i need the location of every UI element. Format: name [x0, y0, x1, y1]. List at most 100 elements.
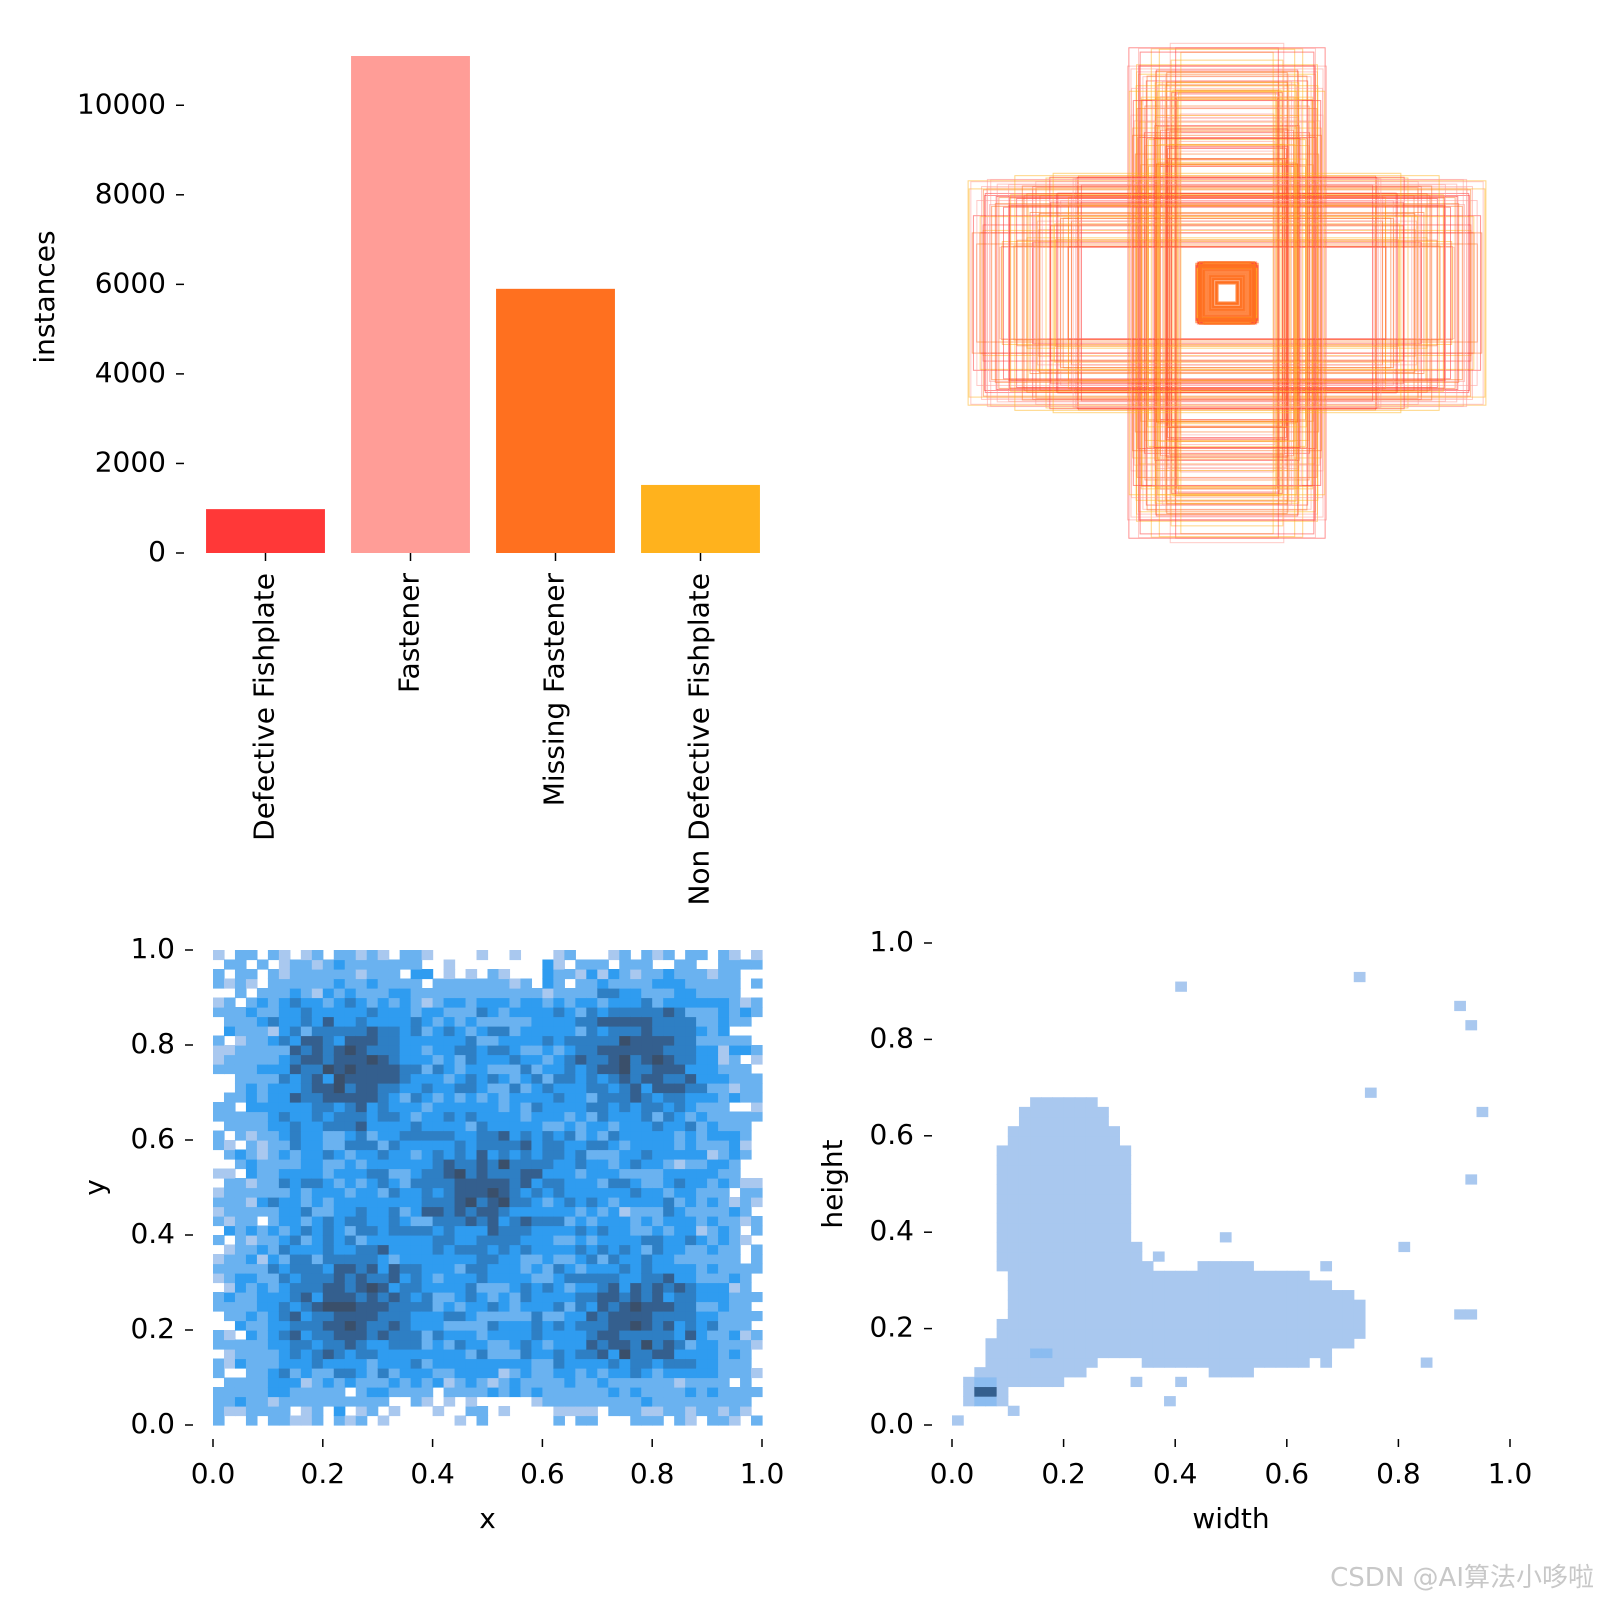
heatmap-cell — [685, 1187, 697, 1198]
heatmap-cell — [432, 1320, 445, 1331]
heatmap-cell — [531, 1102, 543, 1113]
heatmap-cell — [366, 1073, 379, 1084]
heatmap-cell — [223, 1273, 236, 1284]
heatmap-cell — [1007, 1145, 1020, 1156]
heatmap-cell — [575, 1092, 587, 1103]
heatmap-cell — [1119, 1309, 1132, 1320]
heatmap-cell — [300, 1235, 313, 1246]
heatmap-cell — [696, 1368, 708, 1379]
bounding-box — [1027, 204, 1427, 382]
heatmap-cell — [278, 1092, 291, 1103]
heatmap-cell — [267, 1387, 280, 1398]
heatmap-cell — [267, 1415, 280, 1426]
heatmap-cell — [432, 1016, 445, 1027]
heatmap-cell — [333, 1111, 346, 1122]
heatmap-cell — [1320, 1347, 1333, 1359]
heatmap-cell — [575, 1415, 587, 1426]
heatmap-cell — [652, 1130, 664, 1141]
heatmap-cell — [707, 1016, 719, 1027]
heatmap-cell — [1186, 1328, 1199, 1339]
heatmap-cell — [432, 1083, 445, 1094]
heatmap-cell — [685, 997, 697, 1008]
heatmap-cell — [388, 1121, 401, 1132]
heatmap-cell — [641, 1282, 653, 1293]
heatmap-cell — [1063, 1357, 1076, 1368]
heatmap-cell — [487, 1282, 500, 1293]
heatmap-cell — [487, 1073, 500, 1084]
heatmap-cell — [1286, 1318, 1299, 1330]
heatmap-cell — [597, 969, 609, 980]
heatmap-cell — [1119, 1222, 1132, 1233]
heatmap-cell — [399, 1054, 412, 1065]
heatmap-cell — [619, 1358, 631, 1369]
heatmap-cell — [1353, 1318, 1366, 1330]
heatmap-cell — [388, 1320, 401, 1331]
heatmap-cell — [300, 1206, 313, 1217]
heatmap-cell — [553, 1045, 565, 1056]
heatmap-cell — [311, 1349, 324, 1360]
heatmap-cell — [344, 1016, 357, 1027]
heatmap-cell — [531, 1301, 543, 1312]
heatmap-cell — [685, 1159, 697, 1170]
heatmap-cell — [399, 1130, 412, 1141]
heatmap-cell — [685, 1035, 697, 1046]
heatmap-cell — [1164, 1347, 1176, 1359]
heatmap-cell — [1085, 1184, 1098, 1195]
heatmap-cell — [267, 1396, 280, 1407]
heatmap-cell — [487, 1368, 500, 1379]
heatmap-cell — [685, 1149, 697, 1160]
heatmap-cell — [597, 1111, 609, 1122]
heatmap-cell — [278, 1254, 291, 1265]
heatmap-cell — [344, 1282, 357, 1293]
heatmap-cell — [1141, 1309, 1154, 1320]
heatmap-cell — [213, 1102, 225, 1113]
heatmap-cell — [311, 1035, 324, 1046]
heatmap-cell — [1320, 1299, 1333, 1310]
heatmap-cell — [410, 1320, 423, 1331]
heatmap-cell — [278, 1111, 291, 1122]
heatmap-cell — [1219, 1318, 1232, 1330]
heatmap-cell — [553, 1225, 565, 1236]
heatmap-cell — [1007, 1212, 1020, 1224]
bounding-box — [1204, 270, 1250, 316]
heatmap-cell — [520, 1187, 533, 1198]
heatmap-cell — [344, 1206, 357, 1217]
y-tick-label: 0.0 — [869, 1407, 914, 1440]
heatmap-cell — [1264, 1318, 1277, 1330]
heatmap-cell — [289, 1206, 302, 1217]
heatmap-cell — [597, 1225, 609, 1236]
heatmap-cell — [289, 1330, 302, 1341]
heatmap-cell — [278, 1358, 291, 1369]
heatmap-cell — [377, 1121, 390, 1132]
heatmap-cell — [300, 1292, 313, 1303]
heatmap-cell — [963, 1376, 975, 1388]
heatmap-cell — [542, 1026, 554, 1037]
heatmap-cell — [421, 1064, 434, 1075]
heatmap-cell — [432, 1007, 445, 1018]
bounding-box — [1212, 278, 1242, 308]
heatmap-cell — [300, 1244, 313, 1255]
heatmap-cell — [476, 1320, 489, 1331]
heatmap-cell — [443, 1026, 456, 1037]
heatmap-cell — [509, 1330, 522, 1341]
heatmap-cell — [1085, 1116, 1098, 1127]
heatmap-cell — [256, 1168, 269, 1179]
heatmap-cell — [1097, 1232, 1109, 1243]
heatmap-cell — [399, 1026, 412, 1037]
heatmap-cell — [1342, 1338, 1355, 1349]
heatmap-cell — [234, 978, 247, 989]
heatmap-cell — [399, 1140, 412, 1151]
heatmap-cell — [1063, 1222, 1076, 1233]
heatmap-cell — [564, 1387, 576, 1398]
bounding-box — [1022, 197, 1432, 389]
heatmap-cell — [1041, 1328, 1054, 1339]
heatmap-cell — [1052, 1174, 1065, 1185]
heatmap-cell — [377, 988, 390, 999]
heatmap-cell — [729, 1197, 741, 1208]
heatmap-cell — [1074, 1251, 1087, 1262]
heatmap-cell — [487, 1187, 500, 1198]
heatmap-cell — [410, 1244, 423, 1255]
bounding-box — [976, 200, 1478, 386]
heatmap-cell — [718, 1149, 730, 1160]
heatmap-cell — [553, 1054, 565, 1065]
